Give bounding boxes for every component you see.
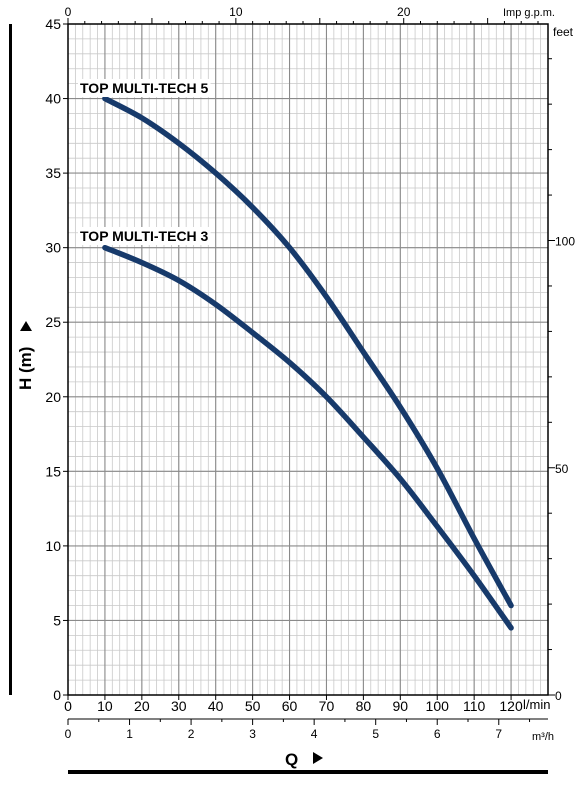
x-secondary-tick-label: 4 — [311, 727, 318, 741]
x-secondary-tick-label: 7 — [495, 727, 502, 741]
series-label-background — [78, 227, 211, 245]
x-tick-label: 0 — [64, 698, 72, 714]
y-tick-label: 30 — [45, 240, 61, 256]
y-tick-label: 45 — [45, 16, 61, 32]
top-tick-label: 10 — [229, 5, 243, 19]
x-secondary-tick-label: 6 — [434, 727, 441, 741]
x-secondary-tick-label: 5 — [372, 727, 379, 741]
x-axis-title: Q — [285, 750, 298, 769]
y-tick-label: 25 — [45, 314, 61, 330]
top-tick-label: 0 — [65, 5, 72, 19]
right-tick-label: 50 — [555, 462, 569, 476]
x-tick-label: 120 — [499, 698, 523, 714]
x-tick-label: 30 — [171, 698, 187, 714]
x-tick-label: 40 — [208, 698, 224, 714]
series-line-top-multi-tech-5 — [102, 95, 514, 609]
bottom-decorative-bar — [68, 770, 548, 774]
x-secondary-unit-label: m³/h — [532, 731, 554, 743]
right-tick-label: 0 — [555, 689, 562, 703]
right-axis-unit-label: feet — [553, 25, 574, 39]
right-tick-label: 100 — [555, 235, 575, 249]
y-tick-label: 5 — [53, 612, 61, 628]
series-label-background — [78, 79, 211, 97]
y-tick-label: 35 — [45, 165, 61, 181]
x-unit-label: l/min — [523, 697, 550, 712]
left-decorative-bar — [9, 24, 12, 695]
grid — [68, 24, 548, 695]
x-axis-arrow-icon — [313, 752, 323, 764]
y-axis-arrow-icon — [20, 321, 32, 331]
top-tick-label: 20 — [397, 5, 411, 19]
x-tick-label: 10 — [97, 698, 113, 714]
x-tick-label: 90 — [393, 698, 409, 714]
y-tick-label: 10 — [45, 538, 61, 554]
x-secondary-tick-label: 0 — [65, 727, 72, 741]
series-line-top-multi-tech-3 — [102, 244, 514, 631]
series-label-top-multi-tech-5: TOP MULTI-TECH 5 — [80, 80, 209, 96]
plot-frame — [67, 23, 549, 696]
y-axis-title: H (m) — [16, 347, 35, 390]
x-tick-label: 20 — [134, 698, 150, 714]
y-tick-label: 0 — [53, 687, 61, 703]
x-secondary-tick-label: 2 — [188, 727, 195, 741]
plot-border — [67, 23, 549, 696]
x-tick-label: 100 — [426, 698, 450, 714]
x-tick-label: 110 — [463, 698, 486, 714]
x-tick-label: 50 — [245, 698, 261, 714]
y-tick-label: 40 — [45, 91, 61, 107]
series-label-top-multi-tech-3: TOP MULTI-TECH 3 — [80, 228, 209, 244]
x-tick-label: 70 — [319, 698, 335, 714]
curves — [102, 95, 514, 631]
y-tick-label: 15 — [45, 463, 61, 479]
x-secondary-tick-label: 1 — [126, 727, 133, 741]
x-tick-label: 80 — [356, 698, 372, 714]
x-tick-label: 60 — [282, 698, 298, 714]
y-tick-label: 20 — [45, 389, 61, 405]
top-axis-unit-label: Imp g.p.m. — [503, 7, 555, 19]
x-secondary-tick-label: 3 — [249, 727, 256, 741]
